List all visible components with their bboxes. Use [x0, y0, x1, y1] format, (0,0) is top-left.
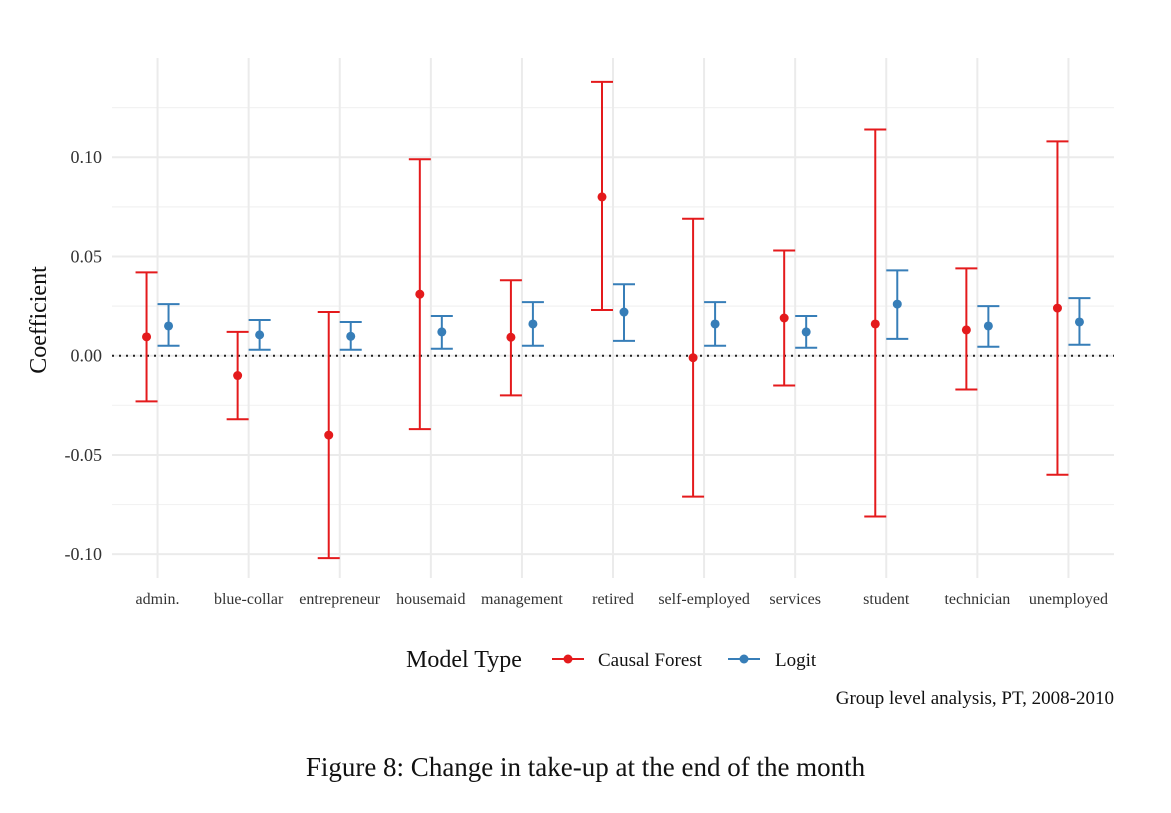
- causal-forest-point: [870, 319, 880, 329]
- error-bars: [135, 80, 1091, 560]
- logit-legend-point: [739, 654, 749, 664]
- logit-errorbar: [1068, 297, 1091, 346]
- logit-point: [710, 319, 720, 329]
- causal-forest-point: [779, 313, 789, 323]
- logit-point: [346, 331, 356, 341]
- legend-title: Model Type: [406, 647, 522, 673]
- causal-forest-point: [1052, 303, 1062, 313]
- causal-forest-errorbar: [408, 158, 431, 431]
- causal-forest-point: [688, 353, 698, 363]
- y-tick-label: -0.10: [65, 544, 103, 564]
- y-tick-label: 0.00: [71, 346, 103, 366]
- x-tick-label: student: [863, 591, 910, 608]
- x-tick-label: blue-collar: [214, 591, 284, 608]
- causal-forest-point: [415, 289, 425, 299]
- logit-legend-label: Logit: [775, 650, 817, 671]
- errorbar-chart: -0.10 -0.05 0.00 0.05 0.10 admin. blue-collar…: [26, 58, 1114, 709]
- logit-errorbar: [430, 315, 453, 350]
- causal-forest-legend-label: Causal Forest: [598, 650, 703, 671]
- causal-forest-errorbar: [317, 311, 340, 560]
- causal-forest-point: [961, 325, 971, 335]
- logit-point: [437, 327, 447, 337]
- causal-forest-errorbar: [226, 330, 249, 421]
- logit-point: [801, 327, 811, 337]
- logit-point: [528, 319, 538, 329]
- causal-forest-errorbar: [773, 249, 796, 387]
- logit-point: [255, 330, 265, 340]
- x-tick-label: entrepreneur: [299, 591, 381, 608]
- x-tick-label: technician: [944, 591, 1010, 608]
- causal-forest-point: [506, 332, 516, 342]
- causal-forest-errorbar: [499, 279, 522, 397]
- causal-forest-errorbar: [1046, 140, 1069, 476]
- logit-errorbar: [704, 301, 727, 347]
- x-tick-label: admin.: [136, 591, 180, 608]
- x-tick-label: services: [769, 591, 821, 608]
- figure-caption: Figure 8: Change in take-up at the end o…: [305, 752, 866, 782]
- logit-errorbar: [157, 303, 180, 347]
- logit-point: [1074, 317, 1084, 327]
- causal-forest-errorbar: [682, 217, 705, 498]
- x-tick-label: unemployed: [1029, 591, 1108, 608]
- causal-forest-errorbar: [864, 128, 887, 518]
- logit-errorbar: [613, 283, 635, 342]
- y-axis-label: Coefficient: [26, 266, 52, 374]
- x-tick-label: self-employed: [658, 591, 750, 608]
- grid-major: [112, 58, 1114, 578]
- causal-forest-legend-point: [563, 654, 573, 664]
- caption-note: Group level analysis, PT, 2008-2010: [836, 688, 1114, 709]
- y-tick-labels: -0.10 -0.05 0.00 0.05 0.10: [65, 147, 103, 564]
- logit-point: [164, 321, 174, 331]
- x-tick-label: management: [481, 591, 563, 608]
- x-tick-labels: admin. blue-collar entrepreneur housemaid ma…: [136, 591, 1108, 608]
- logit-errorbar: [521, 301, 544, 347]
- logit-errorbar: [248, 318, 271, 351]
- y-tick-label: -0.05: [65, 445, 103, 465]
- logit-errorbar: [886, 269, 909, 340]
- causal-forest-errorbar: [591, 80, 613, 312]
- y-tick-label: 0.10: [71, 147, 103, 167]
- causal-forest-point: [233, 371, 243, 381]
- causal-forest-point: [324, 430, 334, 440]
- logit-point: [983, 321, 993, 331]
- legend: Model Type Causal Forest Logit: [406, 647, 817, 673]
- x-tick-label: housemaid: [396, 591, 465, 608]
- logit-errorbar: [795, 315, 818, 349]
- logit-errorbar: [977, 305, 1000, 348]
- causal-forest-errorbar: [135, 271, 158, 403]
- logit-errorbar: [339, 320, 362, 351]
- y-tick-label: 0.05: [71, 246, 103, 266]
- causal-forest-point: [597, 192, 607, 202]
- causal-forest-errorbar: [955, 267, 978, 391]
- causal-forest-point: [142, 332, 152, 342]
- x-tick-label: retired: [592, 591, 634, 608]
- logit-point: [892, 299, 902, 309]
- logit-point: [619, 307, 629, 317]
